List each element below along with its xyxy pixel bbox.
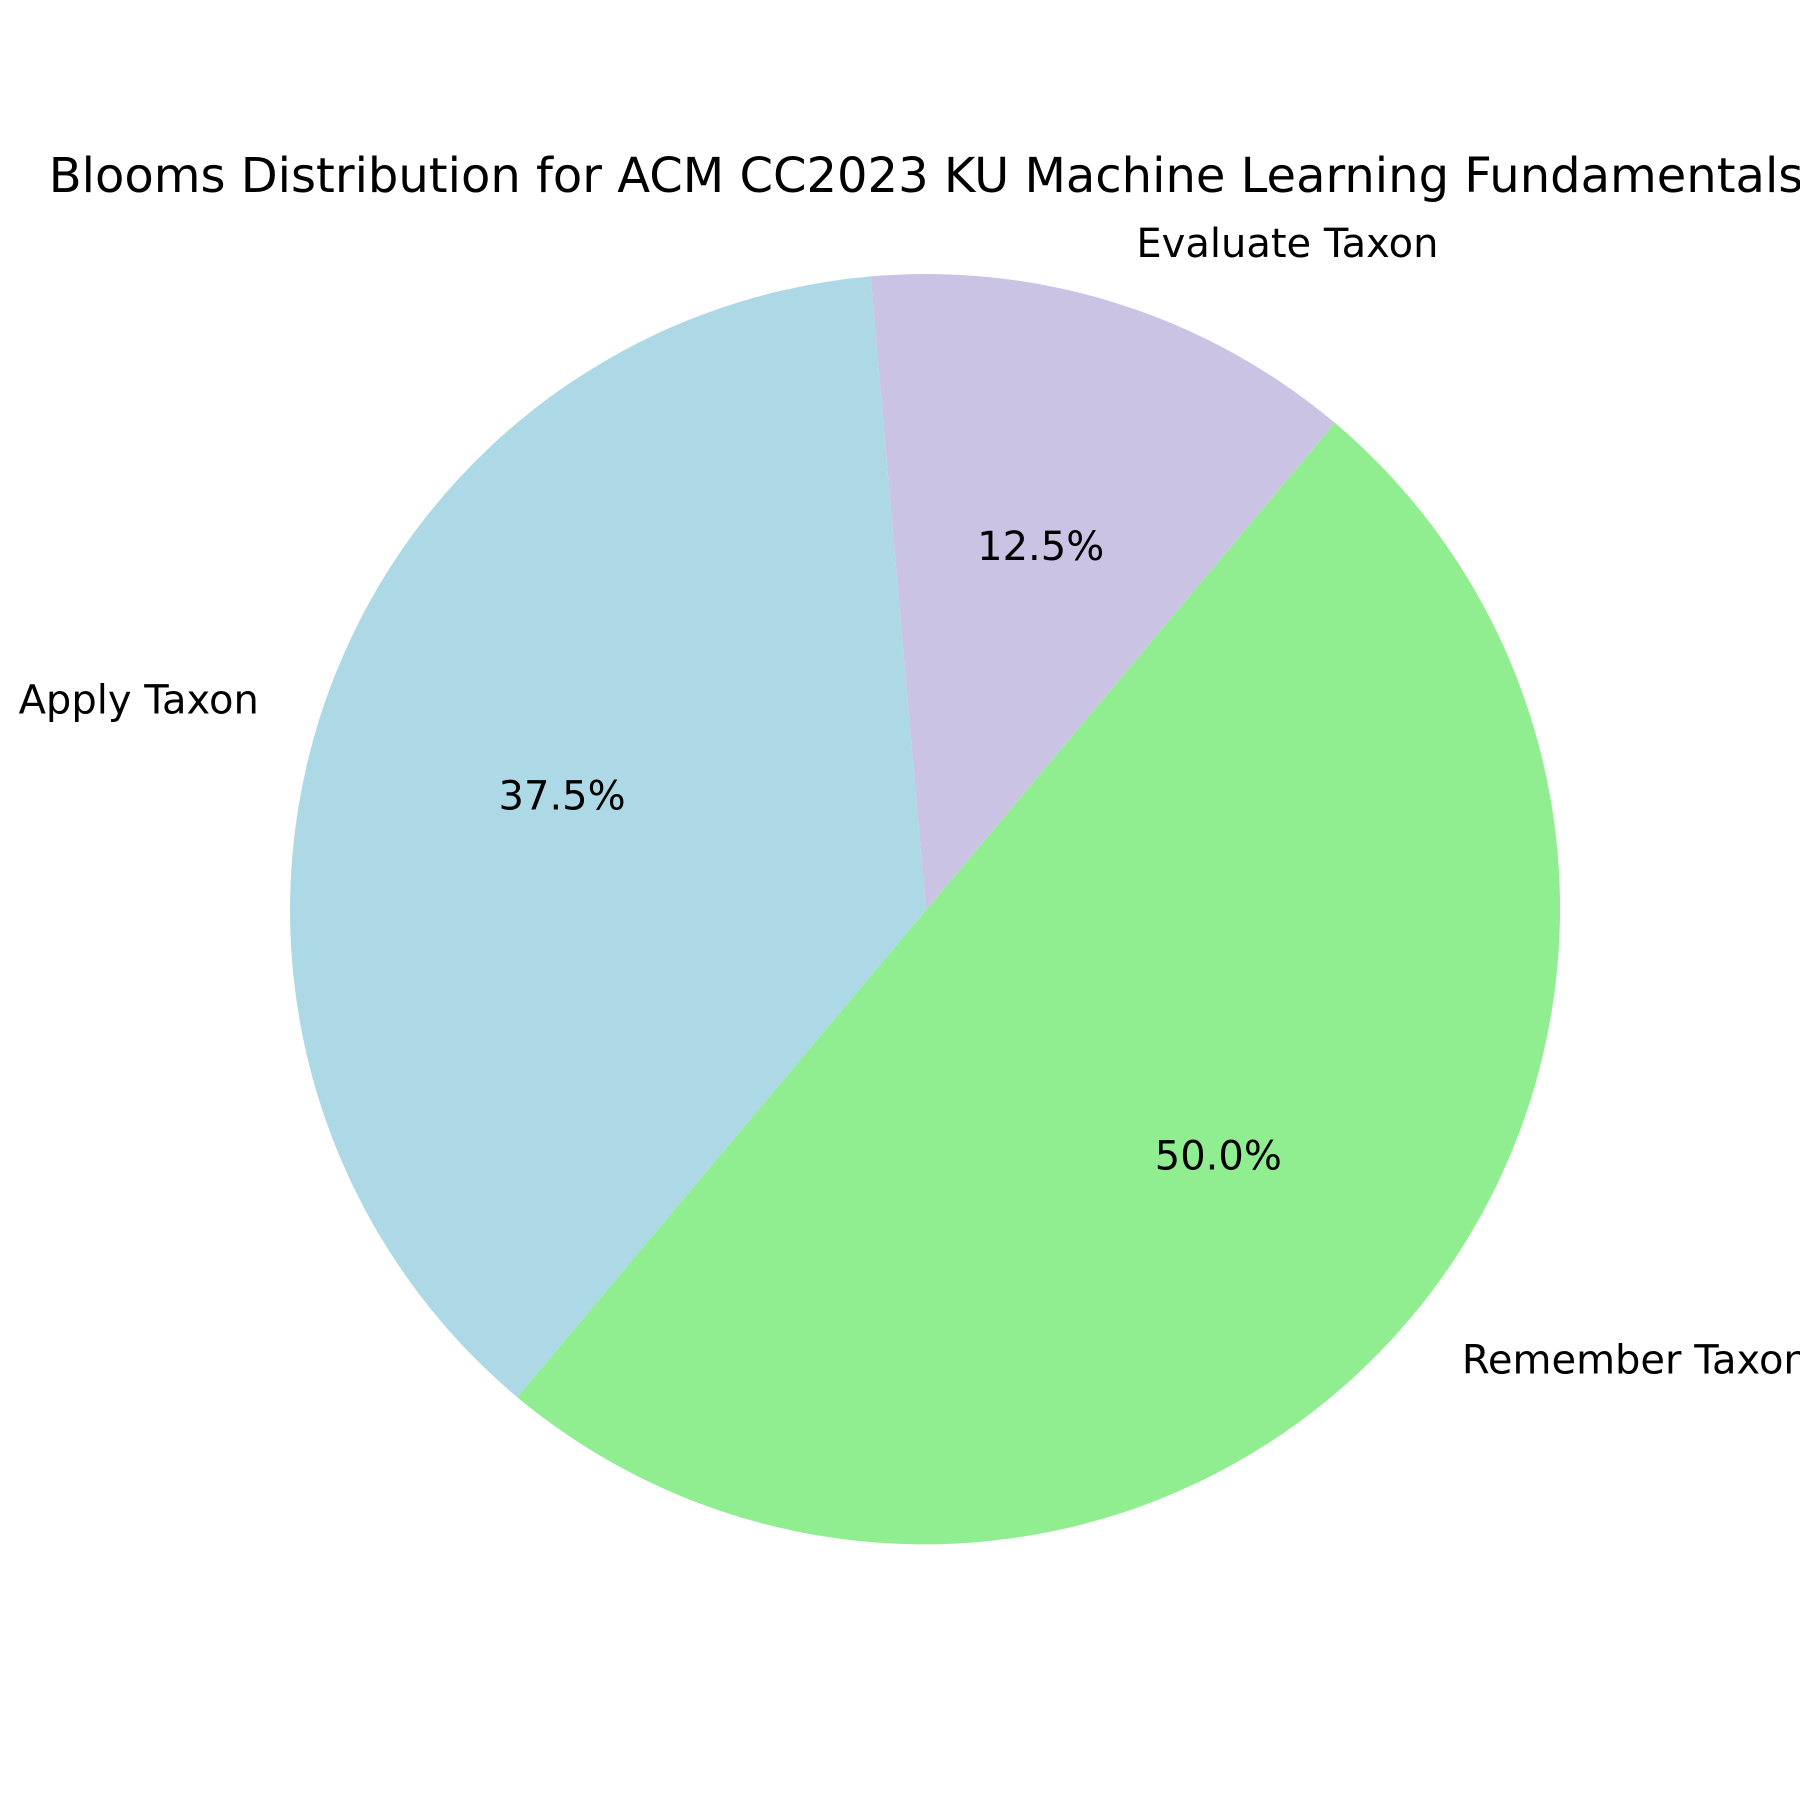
chart-title: Blooms Distribution for ACM CC2023 KU Ma… — [49, 148, 1800, 204]
pie-labels: Apply Taxon 37.5% Remember Taxon 50.0% Evalu… — [19, 221, 1800, 1384]
slice-percent-evaluate-taxon: 12.5% — [977, 524, 1104, 570]
pie-slice-evaluate-taxon — [870, 274, 1335, 910]
pie-slice-apply-taxon — [290, 276, 926, 1398]
pie-slices — [290, 274, 1561, 1545]
pie-slice-remember-taxon — [517, 422, 1561, 1545]
slice-label-evaluate-taxon: Evaluate Taxon — [1136, 221, 1438, 267]
slice-percent-remember-taxon: 50.0% — [1155, 1133, 1282, 1179]
slice-label-apply-taxon: Apply Taxon — [19, 678, 259, 724]
slice-percent-apply-taxon: 37.5% — [499, 773, 626, 819]
slice-label-remember-taxon: Remember Taxon — [1462, 1338, 1800, 1384]
